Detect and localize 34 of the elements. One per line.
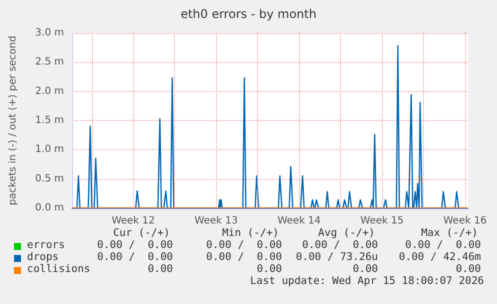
text: 0.00 / 0.00 xyxy=(97,239,173,251)
legend-label: errors xyxy=(27,239,65,251)
text: Cur (-/+) xyxy=(113,227,170,239)
text: 0.00 / 42.46m xyxy=(398,251,481,263)
x-tick-label: Week 12 xyxy=(112,216,155,226)
text: 0.00 xyxy=(352,263,378,275)
text: Min (-/+) xyxy=(222,227,279,239)
text: 0.00 / 0.00 xyxy=(405,239,481,251)
text: Avg (-/+) xyxy=(318,227,375,239)
x-tick-label: Week 15 xyxy=(360,216,404,226)
y-tick-label: 1.0 m xyxy=(35,144,64,156)
chart-title: eth0 errors - by month xyxy=(180,7,316,21)
text: Max (-/+) xyxy=(421,227,478,239)
x-tick-label: Week 14 xyxy=(277,216,321,226)
text: 0.00 xyxy=(256,263,282,275)
x-tick-label: Week 13 xyxy=(194,216,238,226)
legend-label: drops xyxy=(27,251,59,263)
text: 0.00 / 0.00 xyxy=(206,251,282,263)
y-tick-label: 2.5 m xyxy=(35,56,64,68)
text: 0.00 / 0.00 xyxy=(206,239,282,251)
y-tick-label: 1.5 m xyxy=(35,115,64,126)
text: Last update: Wed Apr 15 18:00:07 2026 xyxy=(250,275,484,287)
y-tick-label: 3.0 m xyxy=(35,28,64,38)
text: 0.00 xyxy=(148,263,173,275)
y-tick-label: 0.5 m xyxy=(35,173,64,184)
y-tick-label: 0.0 m xyxy=(35,202,64,214)
text: 0.00 xyxy=(456,263,481,275)
y-axis-title: packets in (-) / out (+) per second xyxy=(8,36,18,206)
x-tick-label: Week 16 xyxy=(443,216,487,226)
text: 0.00 / 0.00 xyxy=(302,239,378,251)
text: 0.00 / 73.26u xyxy=(296,251,378,263)
text: 0.00 / 0.00 xyxy=(97,251,173,263)
legend-label: collisions xyxy=(27,263,90,275)
y-tick-label: 2.0 m xyxy=(35,86,64,97)
